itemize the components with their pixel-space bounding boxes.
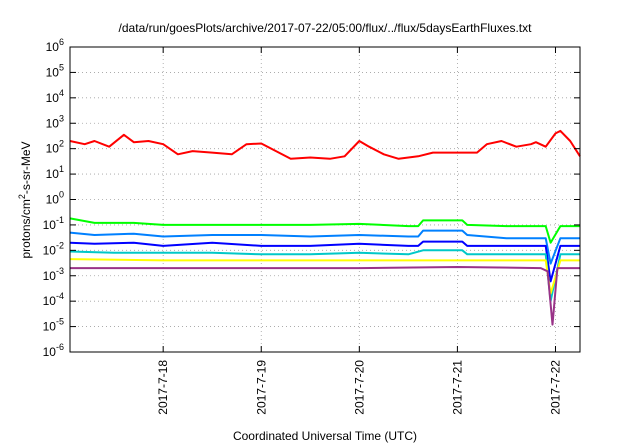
y-tick-mantissa: 10 [46, 40, 60, 54]
y-tick-label: 103 [46, 113, 64, 130]
y-tick-exponent: 1 [59, 164, 64, 174]
x-tick-label: 2017-7-18 [156, 360, 170, 415]
y-tick-mantissa: 10 [46, 91, 60, 105]
x-tick-label: 2017-7-20 [352, 360, 366, 415]
y-tick-label: 106 [46, 37, 64, 54]
y-tick-mantissa: 10 [43, 218, 57, 232]
y-axis-label: protons/cm2-s-sr-MeV [17, 141, 33, 258]
series-line-3 [69, 229, 580, 265]
y-tick-exponent: 4 [59, 88, 64, 98]
chart-title: /data/run/goesPlots/archive/2017-07-22/0… [119, 21, 533, 35]
y-tick-mantissa: 10 [46, 65, 60, 79]
y-tick-mantissa: 10 [46, 167, 60, 181]
y-tick-label: 10-6 [43, 342, 64, 359]
y-tick-label: 100 [46, 190, 64, 207]
y-axis-label-superscript: 2 [17, 194, 27, 199]
y-tick-label: 105 [46, 62, 64, 79]
y-tick-exponent: -3 [56, 266, 64, 276]
series-line-2 [69, 217, 580, 244]
y-tick-mantissa: 10 [43, 243, 57, 257]
y-tick-mantissa: 10 [46, 116, 60, 130]
y-tick-mantissa: 10 [43, 345, 57, 359]
x-tick-label: 2017-7-19 [254, 360, 268, 415]
y-tick-exponent: 3 [59, 113, 64, 123]
series-lines [69, 129, 581, 326]
y-tick-exponent: -2 [56, 240, 64, 250]
y-tick-exponent: 0 [59, 190, 64, 200]
y-axis-label-suffix: -s-sr-MeV [19, 141, 33, 194]
series-line-6 [69, 258, 580, 295]
y-tick-exponent: -4 [56, 291, 64, 301]
x-tick-labels: 2017-7-18 2017-7-19 2017-7-20 2017-7-21 2017… [156, 360, 562, 415]
y-tick-mantissa: 10 [46, 142, 60, 156]
y-tick-exponent: 5 [59, 62, 64, 72]
series-line-4 [69, 240, 580, 283]
grid [70, 47, 580, 352]
series-line-1 [69, 129, 581, 160]
y-tick-label: 10-1 [43, 215, 64, 232]
y-tick-exponent: -5 [56, 317, 64, 327]
y-tick-mantissa: 10 [43, 294, 57, 308]
y-tick-label: 104 [46, 88, 64, 105]
y-tick-exponent: 2 [59, 139, 64, 149]
y-tick-exponent: -6 [56, 342, 64, 352]
y-tick-mantissa: 10 [43, 320, 57, 334]
x-axis-label: Coordinated Universal Time (UTC) [233, 429, 417, 443]
x-tick-label: 2017-7-22 [548, 360, 562, 415]
y-tick-exponent: 6 [59, 37, 64, 47]
y-tick-label: 10-4 [43, 291, 64, 308]
y-tick-mantissa: 10 [43, 269, 57, 283]
y-tick-label: 10-3 [43, 266, 64, 283]
series-line-7 [70, 266, 580, 326]
y-tick-label: 10-5 [43, 317, 64, 334]
y-tick-mantissa: 10 [46, 193, 60, 207]
y-tick-labels: 10610510410310210110010-110-210-310-410-… [43, 37, 64, 359]
y-tick-label: 101 [46, 164, 64, 181]
y-tick-label: 102 [46, 139, 64, 156]
x-tick-label: 2017-7-21 [450, 360, 464, 415]
y-tick-exponent: -1 [56, 215, 64, 225]
y-tick-label: 10-2 [43, 240, 64, 257]
y-axis-label-prefix: protons/cm [19, 199, 33, 258]
tick-marks [70, 46, 580, 353]
